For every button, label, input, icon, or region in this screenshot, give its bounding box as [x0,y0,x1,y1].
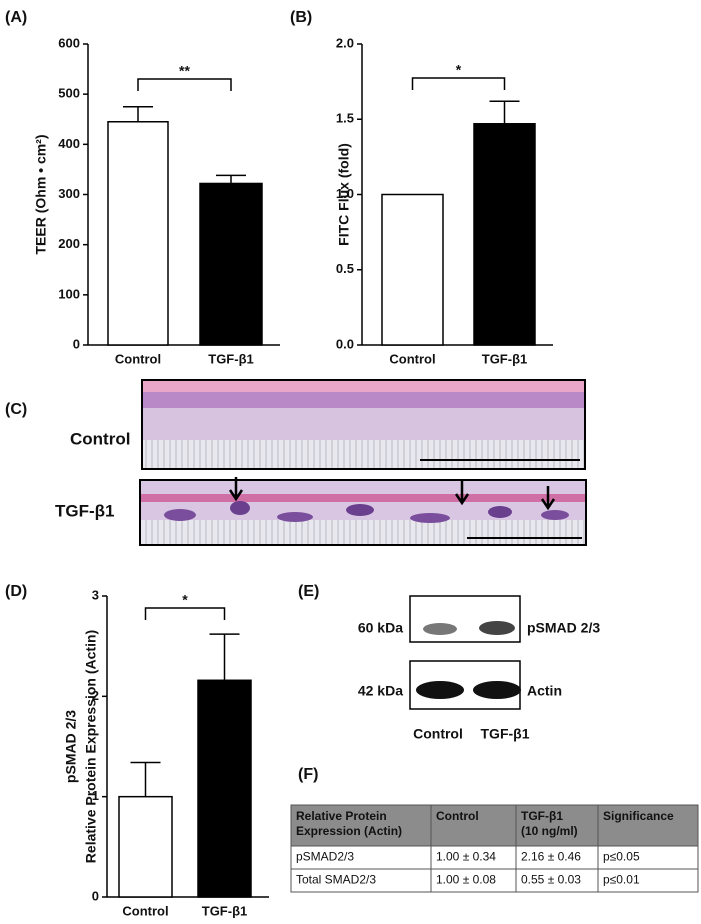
significance-label: * [456,62,462,78]
significance-bracket [137,78,232,91]
y-tick-label: 600 [58,35,80,50]
table-header: TGF-β1 [521,809,563,823]
y-axis-title: FITC Flux (fold) [336,143,352,246]
y-tick-label: 2 [92,688,99,703]
significance-bracket [144,607,226,620]
y-tick-label: 400 [58,136,80,151]
table-cell: Total SMAD2/3 [296,873,376,887]
bar [107,121,169,346]
table-header: Control [436,809,479,823]
y-tick-label: 0 [73,336,80,351]
y-tick-label: 0 [92,888,99,903]
panel-label: (D) [5,583,27,600]
blot [409,595,521,710]
bar [197,679,252,898]
table-header: (10 ng/ml) [521,824,578,838]
table-cell: 1.00 ± 0.34 [436,850,496,864]
x-tick-label: Control [389,351,435,366]
histology-tgf [139,477,587,546]
table-header: Significance [603,809,674,823]
x-tick-label: Control [115,351,161,366]
panel-label: (E) [298,583,319,600]
panel-label: (F) [298,766,318,783]
y-tick-label: 2.0 [336,35,354,50]
table-row [290,868,699,893]
x-tick-label: TGF-β1 [482,351,528,366]
row-label: TGF-β1 [55,501,114,520]
table-cell: 1.00 ± 0.08 [436,873,496,887]
x-tick-label: Control [122,903,168,918]
y-axis-title: pSMAD 2/3 [63,710,79,783]
significance-label: ** [179,63,190,79]
y-tick-label: 500 [58,86,80,101]
table-cell: p≤0.05 [603,850,640,864]
significance-bracket [411,77,506,90]
band-size: 60 kDa [358,620,403,636]
panel-label: (C) [5,401,27,418]
table-cell: p≤0.01 [603,873,640,887]
table-cell: 2.16 ± 0.46 [521,850,581,864]
lane-label: Control [413,726,463,742]
y-tick-label: 300 [58,186,80,201]
bar [381,193,444,346]
panel-label: (A) [5,9,27,26]
table-header-bg [290,804,699,847]
bar [118,795,173,898]
y-axis-title: TEER (Ohm • cm²) [33,134,49,254]
y-tick-label: 100 [58,286,80,301]
table-cell: 0.55 ± 0.03 [521,873,581,887]
significance-label: * [182,592,188,608]
table-header: Expression (Actin) [296,824,402,838]
y-tick-label: 1.0 [336,186,354,201]
y-tick-label: 1.5 [336,111,354,126]
x-tick-label: TGF-β1 [202,903,248,918]
y-tick-label: 1 [92,788,99,803]
bar [199,182,263,346]
histology-control [141,379,586,470]
band-name: Actin [527,683,562,699]
y-tick-label: 3 [92,587,99,602]
y-tick-label: 0.5 [336,261,354,276]
y-axis-title: Relative Protein Expression (Actin) [83,630,99,863]
x-tick-label: TGF-β1 [208,351,254,366]
band-name: pSMAD 2/3 [527,620,600,636]
lane-label: TGF-β1 [481,726,530,742]
y-tick-label: 0.0 [336,336,354,351]
table-cell: pSMAD2/3 [296,850,354,864]
panel-label: (B) [290,9,312,26]
bar [473,123,536,346]
y-tick-label: 200 [58,236,80,251]
band-size: 42 kDa [358,683,403,699]
table-header: Relative Protein [296,809,387,823]
row-label: Control [70,429,130,448]
